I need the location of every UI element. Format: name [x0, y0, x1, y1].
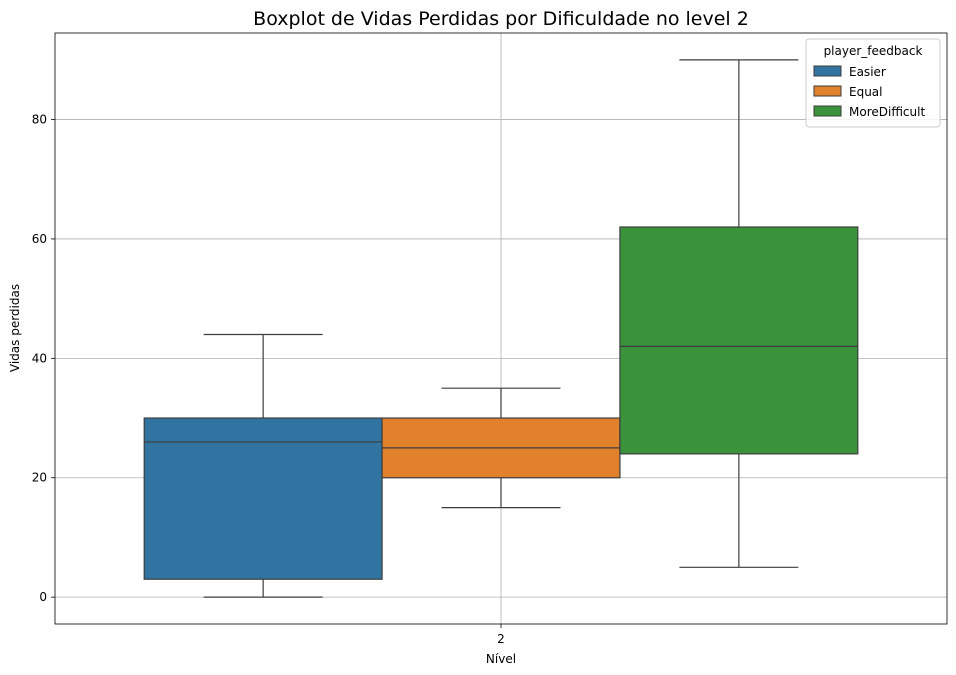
- x-axis-label: Nível: [486, 652, 516, 666]
- x-axis-ticks: 2: [497, 624, 505, 646]
- legend-label-easier: Easier: [849, 65, 886, 79]
- y-tick-label: 0: [39, 590, 47, 604]
- y-axis-label: Vidas perdidas: [8, 284, 22, 372]
- box-equal: [381, 387, 621, 509]
- legend-label-equal: Equal: [849, 85, 883, 99]
- y-tick-label: 80: [32, 113, 47, 127]
- legend-label-moredifficult: MoreDifficult: [849, 105, 925, 119]
- chart-title: Boxplot de Vidas Perdidas por Dificuldad…: [253, 8, 749, 30]
- legend-frame: [805, 38, 941, 128]
- legend: player_feedback Easier Equal MoreDifficult: [805, 38, 941, 128]
- box-iqr: [619, 226, 859, 455]
- box-iqr: [143, 417, 383, 580]
- y-tick-label: 60: [32, 232, 47, 246]
- legend-swatch-equal: [813, 85, 842, 97]
- legend-title: player_feedback: [824, 44, 923, 58]
- y-tick-label: 40: [32, 351, 47, 365]
- box-moredifficult: [619, 59, 859, 568]
- legend-swatch-easier: [813, 65, 842, 77]
- y-tick-label: 20: [32, 471, 47, 485]
- box-easier: [143, 333, 383, 598]
- boxes: [143, 59, 859, 598]
- x-tick-label: 2: [497, 632, 505, 646]
- legend-swatch-moredifficult: [813, 105, 842, 117]
- y-axis-ticks: 0 20 40 60 80: [32, 113, 55, 604]
